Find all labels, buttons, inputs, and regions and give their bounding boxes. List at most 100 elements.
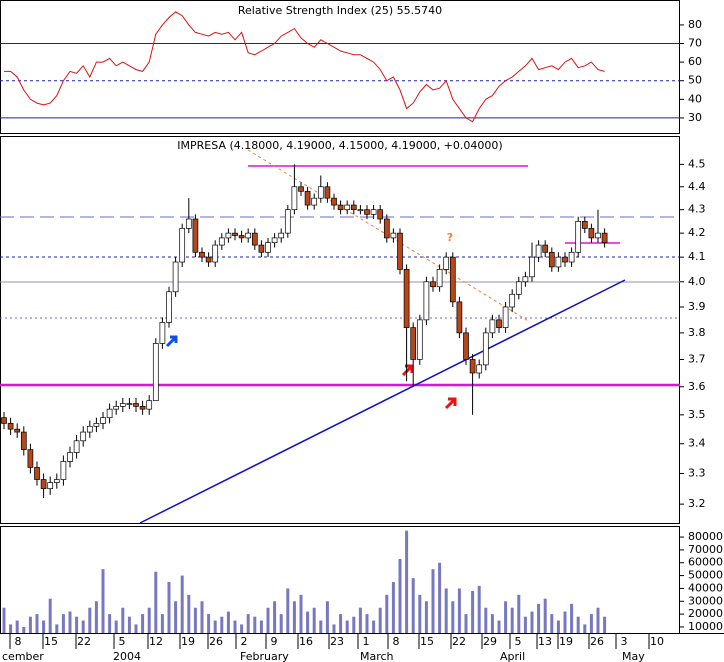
- y-tick-label: 40: [688, 92, 702, 105]
- volume-bar: [28, 616, 32, 633]
- volume-bar: [312, 607, 316, 633]
- y-tick-label: 4.1: [688, 250, 706, 263]
- candle-body: [555, 256, 562, 268]
- volume-bar: [240, 624, 244, 633]
- month-label: cember: [2, 650, 44, 662]
- candle-body: [331, 197, 337, 206]
- volume-bar: [438, 562, 442, 633]
- volume-bar: [9, 624, 13, 633]
- volume-bar: [2, 607, 6, 633]
- candle-body: [166, 291, 172, 323]
- volume-bar: [127, 616, 131, 633]
- candle-body: [205, 256, 212, 263]
- candle-body: [152, 343, 159, 402]
- candle-body: [172, 261, 179, 293]
- y-tick-label: 3.3: [688, 466, 706, 479]
- volume-bar: [372, 620, 376, 633]
- candle-body: [522, 276, 529, 283]
- candle-body: [390, 232, 397, 239]
- candle-body: [568, 251, 575, 263]
- volume-bar: [451, 601, 455, 633]
- y-tick-label: 30: [688, 111, 702, 124]
- month-label: March: [360, 650, 394, 662]
- volume-bar: [22, 626, 26, 633]
- volume-bar: [471, 590, 475, 633]
- candle-body: [47, 482, 54, 490]
- candle-body: [595, 232, 601, 239]
- date-label: 3: [621, 635, 628, 648]
- volume-bar: [543, 598, 547, 633]
- volume-bar: [121, 607, 125, 633]
- volume-bar: [444, 588, 448, 633]
- y-tick-label: 80000: [688, 530, 723, 543]
- y-tick-label: 50000: [688, 569, 723, 582]
- candle-body: [601, 232, 608, 244]
- downtrend-line: [247, 149, 531, 323]
- candle-body: [34, 467, 40, 480]
- volume-bar: [411, 578, 415, 633]
- volume-bar: [484, 607, 488, 633]
- date-label: 8: [15, 635, 22, 648]
- candle-body: [245, 232, 252, 239]
- candle-body: [225, 232, 232, 239]
- volume-bar: [94, 601, 98, 633]
- month-label: February: [240, 650, 289, 662]
- candle-body: [40, 479, 47, 490]
- volume-bar: [246, 614, 250, 633]
- volume-bar: [15, 620, 19, 633]
- candle-body: [212, 244, 219, 263]
- date-label: 13: [538, 635, 552, 648]
- candle-body: [185, 218, 192, 229]
- volume-bar: [233, 620, 237, 633]
- candle-body: [179, 228, 186, 263]
- candle-body: [423, 281, 430, 321]
- volume-bar: [523, 616, 527, 633]
- candle-body: [430, 281, 436, 288]
- y-tick-label: 4.3: [688, 203, 706, 216]
- volume-bar: [563, 611, 567, 633]
- volume-bar: [431, 569, 435, 633]
- uptrend-line: [139, 279, 626, 524]
- volume-bar: [213, 620, 217, 633]
- y-tick-label: 4.0: [688, 275, 706, 288]
- volume-bar: [583, 624, 587, 633]
- volume-bar: [174, 601, 178, 633]
- y-tick-label: 4.2: [688, 226, 706, 239]
- volume-bar: [358, 607, 362, 633]
- candle-body: [324, 186, 331, 199]
- candle-body: [86, 425, 93, 433]
- volume-bar: [200, 601, 204, 633]
- y-tick-label: 40000: [688, 581, 723, 594]
- y-tick-label: 70000: [688, 543, 723, 556]
- volume-bar: [55, 624, 59, 633]
- candle-body: [337, 204, 344, 211]
- volume-bar: [332, 624, 336, 633]
- volume-bar: [405, 530, 409, 633]
- candle-body: [139, 405, 146, 410]
- y-tick-label: 3.2: [688, 497, 706, 510]
- date-label: 15: [44, 635, 58, 648]
- candle-body: [265, 242, 271, 253]
- candle-body: [311, 197, 318, 206]
- candle-body: [436, 269, 443, 288]
- volume-bar: [537, 603, 541, 633]
- y-tick-label: 60000: [688, 556, 723, 569]
- candle-body: [298, 186, 304, 192]
- volume-bar: [319, 620, 323, 633]
- volume-bar: [141, 614, 145, 633]
- price-panel: [0, 136, 680, 524]
- candle-body: [304, 190, 311, 206]
- y-tick-label: 50: [688, 74, 702, 87]
- y-tick-label: 4.5: [688, 157, 706, 170]
- candle-body: [476, 364, 483, 374]
- rsi-title: Relative Strength Index (25) 55.5740: [238, 4, 442, 17]
- y-tick-label: 4.4: [688, 180, 706, 193]
- y-tick-label: 3.5: [688, 408, 706, 421]
- candle-body: [562, 256, 568, 263]
- date-label: 19: [559, 635, 573, 648]
- candle-body: [93, 423, 100, 427]
- y-tick-label: 60: [688, 55, 702, 68]
- volume-bar: [596, 607, 600, 633]
- candle-body: [238, 235, 245, 239]
- candle-body: [7, 423, 14, 430]
